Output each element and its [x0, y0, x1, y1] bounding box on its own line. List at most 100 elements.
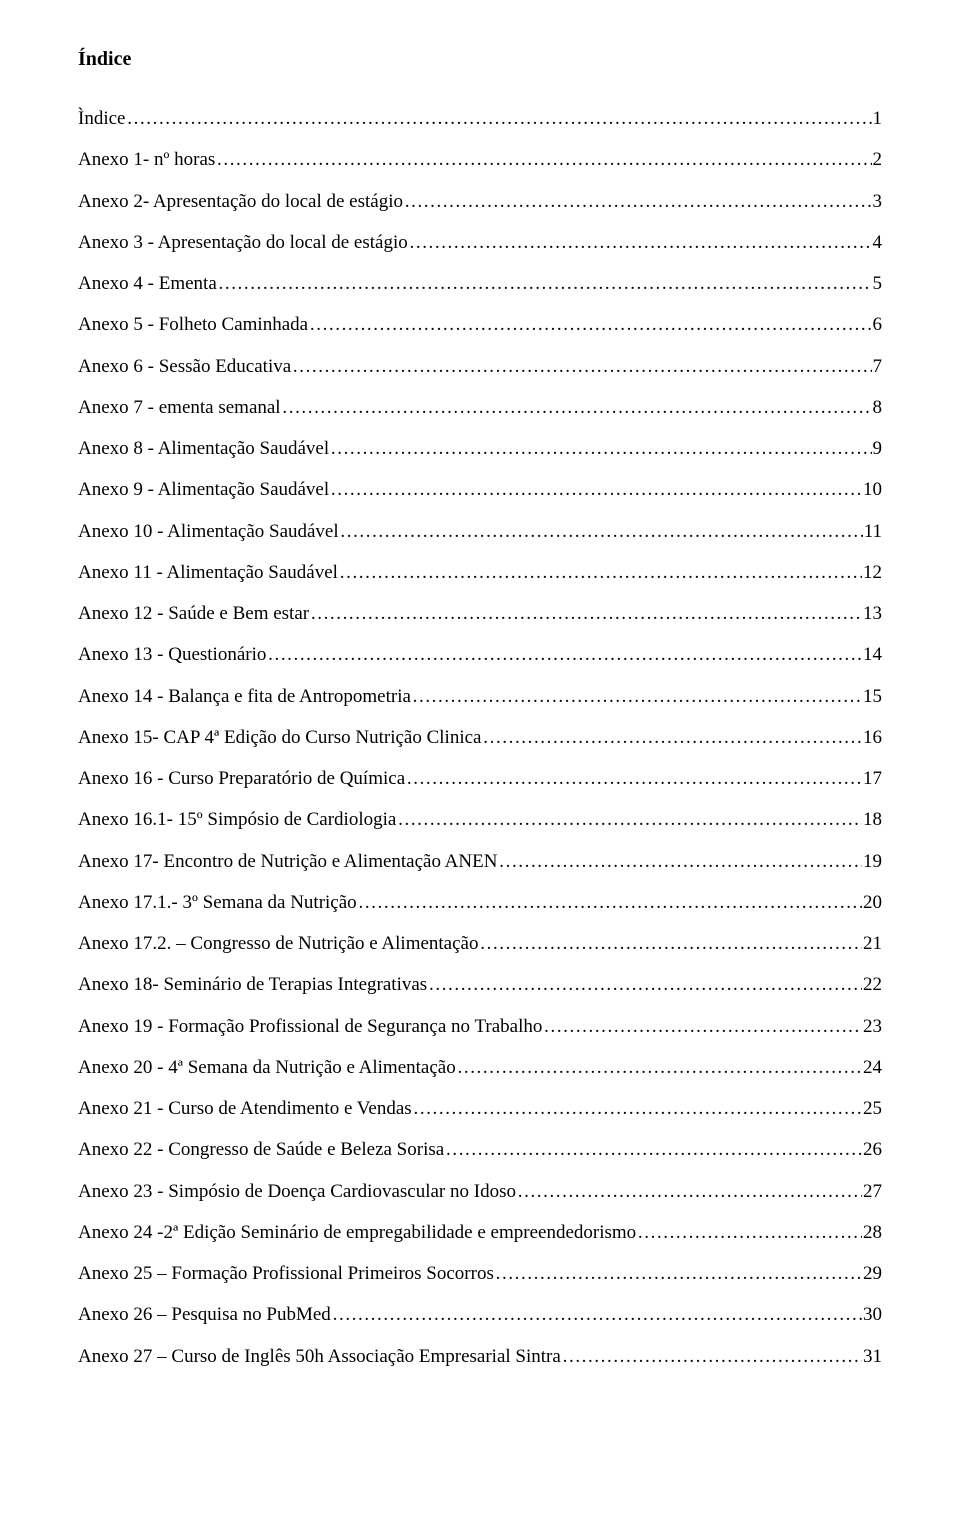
- toc-entry: Anexo 27 – Curso de Inglês 50h Associaçã…: [78, 1345, 882, 1369]
- toc-entry-page: 25: [863, 1097, 882, 1121]
- toc-entry-label: Anexo 17.1.- 3º Semana da Nutrição: [78, 891, 357, 915]
- toc-entry: Anexo 5 - Folheto Caminhada 6: [78, 313, 882, 337]
- toc-entry: Anexo 22 - Congresso de Saúde e Beleza S…: [78, 1138, 882, 1162]
- toc-entry-page: 2: [873, 148, 883, 172]
- toc-entry-label: Anexo 4 - Ementa: [78, 272, 217, 296]
- toc-entry-label: Anexo 13 - Questionário: [78, 643, 266, 667]
- toc-entry: Anexo 17.2. – Congresso de Nutrição e Al…: [78, 932, 882, 956]
- toc-entry-label: Anexo 24 -2ª Edição Seminário de emprega…: [78, 1221, 636, 1245]
- toc-entry-page: 20: [863, 891, 882, 915]
- toc-entry-leader: [406, 767, 862, 791]
- toc-entry-label: Anexo 5 - Folheto Caminhada: [78, 313, 308, 337]
- toc-entry-label: Anexo 12 - Saúde e Bem estar: [78, 602, 309, 626]
- toc-entry-page: 6: [873, 313, 883, 337]
- toc-entry: Anexo 24 -2ª Edição Seminário de emprega…: [78, 1221, 882, 1245]
- toc-entry-label: Anexo 25 – Formação Profissional Primeir…: [78, 1262, 494, 1286]
- toc-entry-label: Anexo 3 - Apresentação do local de estág…: [78, 231, 408, 255]
- toc-entry-label: Anexo 8 - Alimentação Saudável: [78, 437, 329, 461]
- toc-entry-leader: [562, 1345, 862, 1369]
- table-of-contents: Ìndice 1 Anexo 1- nº horas 2 Anexo 2- Aprese…: [78, 107, 882, 1368]
- toc-entry-leader: [358, 891, 862, 915]
- toc-entry-leader: [332, 1303, 862, 1327]
- toc-entry-leader: [330, 478, 862, 502]
- toc-entry-page: 18: [863, 808, 882, 832]
- toc-entry-leader: [397, 808, 862, 832]
- toc-entry-page: 16: [863, 726, 882, 750]
- toc-entry: Anexo 9 - Alimentação Saudável 10: [78, 478, 882, 502]
- toc-entry-page: 26: [863, 1138, 882, 1162]
- toc-entry-label: Anexo 16.1- 15º Simpósio de Cardiologia: [78, 808, 396, 832]
- toc-entry: Anexo 16.1- 15º Simpósio de Cardiologia 1…: [78, 808, 882, 832]
- toc-entry-label: Anexo 23 - Simpósio de Doença Cardiovasc…: [78, 1180, 516, 1204]
- toc-entry: Anexo 13 - Questionário14: [78, 643, 882, 667]
- toc-entry-leader: [292, 355, 871, 379]
- toc-entry: Anexo 25 – Formação Profissional Primeir…: [78, 1262, 882, 1286]
- toc-entry-page: 28: [863, 1221, 882, 1245]
- toc-entry: Anexo 3 - Apresentação do local de estág…: [78, 231, 882, 255]
- toc-entry-label: Anexo 19 - Formação Profissional de Segu…: [78, 1015, 542, 1039]
- toc-entry-page: 10: [863, 478, 882, 502]
- toc-entry: Anexo 26 – Pesquisa no PubMed30: [78, 1303, 882, 1327]
- toc-entry-leader: [495, 1262, 862, 1286]
- toc-entry-label: Anexo 1- nº horas: [78, 148, 215, 172]
- toc-entry-leader: [517, 1180, 862, 1204]
- toc-entry-leader: [409, 231, 872, 255]
- toc-entry-label: Ìndice: [78, 107, 125, 131]
- toc-entry-page: 21: [863, 932, 882, 956]
- toc-entry-leader: [637, 1221, 862, 1245]
- toc-entry-page: 31: [863, 1345, 882, 1369]
- toc-entry-leader: [413, 1097, 862, 1121]
- toc-entry-label: Anexo 15- CAP 4ª Edição do Curso Nutriçã…: [78, 726, 481, 750]
- toc-entry: Ìndice 1: [78, 107, 882, 131]
- toc-entry: Anexo 20 - 4ª Semana da Nutrição e Alime…: [78, 1056, 882, 1080]
- toc-entry: Anexo 8 - Alimentação Saudável 9: [78, 437, 882, 461]
- toc-entry-page: 19: [863, 850, 882, 874]
- toc-entry-page: 12: [863, 561, 882, 585]
- toc-entry-page: 7: [873, 355, 883, 379]
- toc-entry: Anexo 21 - Curso de Atendimento e Vendas…: [78, 1097, 882, 1121]
- toc-entry-page: 24: [863, 1056, 882, 1080]
- toc-entry-label: Anexo 26 – Pesquisa no PubMed: [78, 1303, 331, 1327]
- toc-entry-label: Anexo 22 - Congresso de Saúde e Beleza S…: [78, 1138, 444, 1162]
- toc-entry-page: 17: [863, 767, 882, 791]
- toc-entry-label: Anexo 21 - Curso de Atendimento e Vendas: [78, 1097, 412, 1121]
- toc-entry-leader: [482, 726, 862, 750]
- toc-entry-page: 5: [873, 272, 883, 296]
- toc-entry-label: Anexo 2- Apresentação do local de estági…: [78, 190, 403, 214]
- toc-entry-page: 29: [863, 1262, 882, 1286]
- toc-entry-leader: [267, 643, 862, 667]
- toc-entry-page: 4: [873, 231, 883, 255]
- toc-entry: Anexo 19 - Formação Profissional de Segu…: [78, 1015, 882, 1039]
- toc-entry-leader: [330, 437, 871, 461]
- toc-entry: Anexo 18- Seminário de Terapias Integrat…: [78, 973, 882, 997]
- toc-entry-page: 27: [863, 1180, 882, 1204]
- toc-entry-leader: [309, 313, 871, 337]
- toc-entry-page: 1: [873, 107, 883, 131]
- toc-entry-leader: [428, 973, 862, 997]
- toc-entry-label: Anexo 11 - Alimentação Saudável: [78, 561, 338, 585]
- toc-entry: Anexo 16 - Curso Preparatório de Química…: [78, 767, 882, 791]
- toc-entry-label: Anexo 7 - ementa semanal: [78, 396, 281, 420]
- toc-entry-leader: [216, 148, 871, 172]
- toc-entry: Anexo 14 - Balança e fita de Antropometr…: [78, 685, 882, 709]
- toc-entry: Anexo 7 - ementa semanal8: [78, 396, 882, 420]
- toc-entry-label: Anexo 14 - Balança e fita de Antropometr…: [78, 685, 411, 709]
- toc-entry-label: Anexo 6 - Sessão Educativa: [78, 355, 291, 379]
- toc-entry-label: Anexo 9 - Alimentação Saudável: [78, 478, 329, 502]
- toc-entry-leader: [126, 107, 871, 131]
- toc-entry: Anexo 12 - Saúde e Bem estar13: [78, 602, 882, 626]
- toc-entry: Anexo 1- nº horas 2: [78, 148, 882, 172]
- toc-entry-label: Anexo 18- Seminário de Terapias Integrat…: [78, 973, 427, 997]
- toc-entry: Anexo 11 - Alimentação Saudável 12: [78, 561, 882, 585]
- toc-entry-label: Anexo 27 – Curso de Inglês 50h Associaçã…: [78, 1345, 561, 1369]
- toc-entry-label: Anexo 17.2. – Congresso de Nutrição e Al…: [78, 932, 478, 956]
- toc-entry-page: 15: [863, 685, 882, 709]
- toc-entry-page: 23: [863, 1015, 882, 1039]
- toc-entry-page: 22: [863, 973, 882, 997]
- toc-entry: Anexo 15- CAP 4ª Edição do Curso Nutriçã…: [78, 726, 882, 750]
- toc-entry: Anexo 4 - Ementa 5: [78, 272, 882, 296]
- toc-entry-page: 9: [873, 437, 883, 461]
- toc-entry-label: Anexo 20 - 4ª Semana da Nutrição e Alime…: [78, 1056, 456, 1080]
- toc-entry-leader: [340, 520, 863, 544]
- toc-entry-label: Anexo 16 - Curso Preparatório de Química: [78, 767, 405, 791]
